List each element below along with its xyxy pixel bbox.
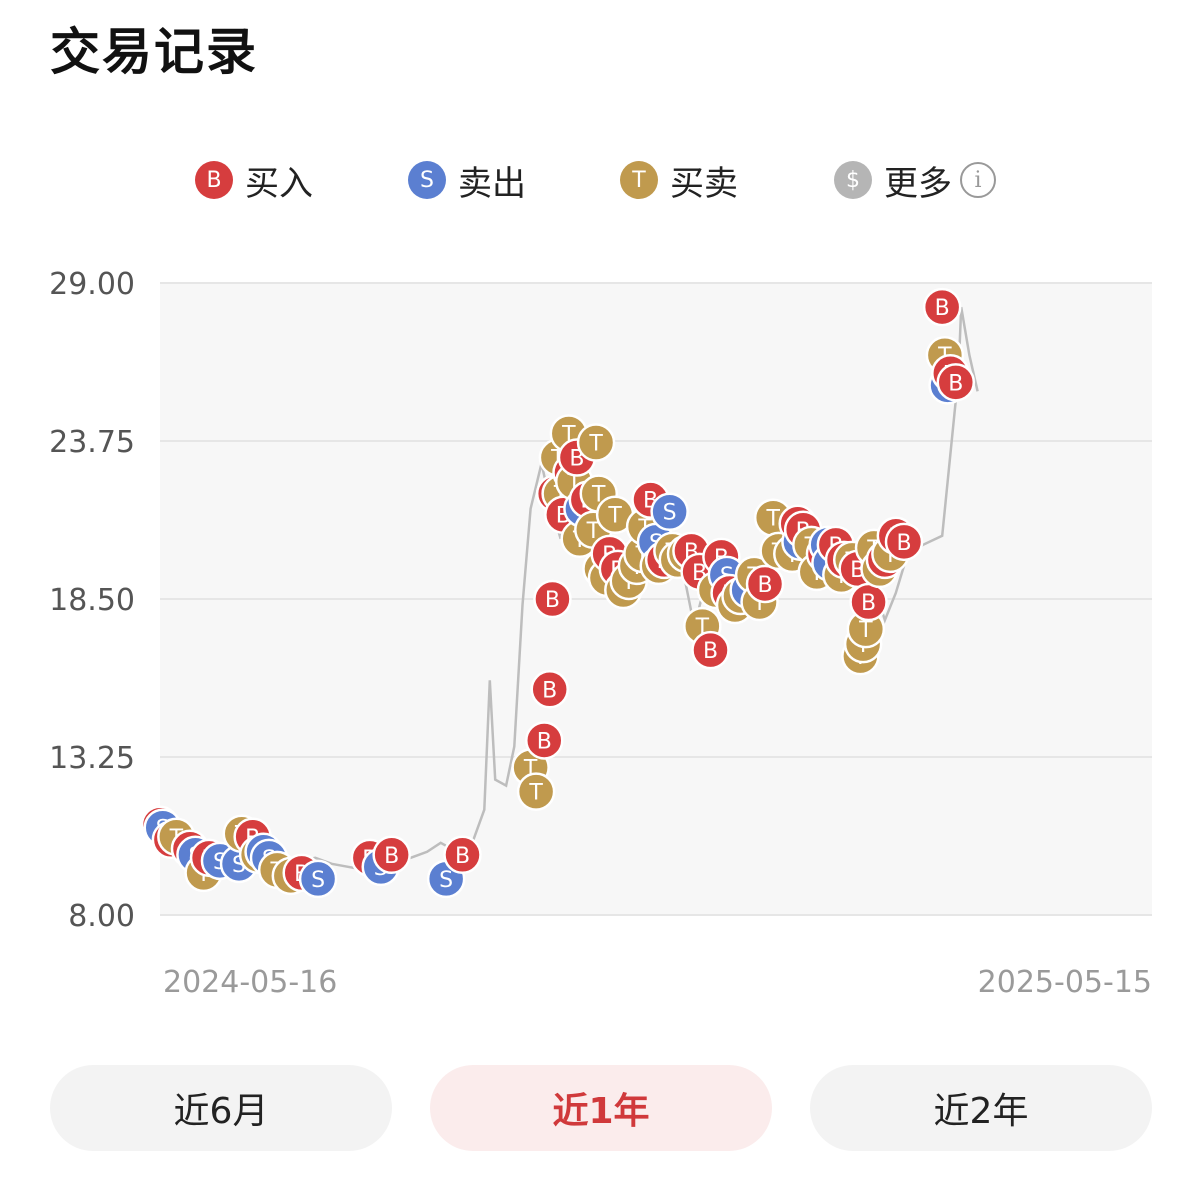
marker-dot bbox=[533, 579, 572, 619]
marker-label: B bbox=[935, 296, 950, 321]
y-tick-label: 23.75 bbox=[49, 425, 135, 460]
marker-dot bbox=[922, 287, 962, 327]
marker-label: B bbox=[384, 844, 399, 869]
legend-label-more: 更多 bbox=[884, 163, 952, 204]
marker-label: B bbox=[861, 591, 876, 616]
marker-label: B bbox=[542, 678, 557, 703]
range-6-months-button[interactable]: 近6月 bbox=[50, 1065, 392, 1151]
marker-dot bbox=[650, 492, 689, 531]
legend-item-buy[interactable]: B 买入 bbox=[195, 150, 313, 210]
marker-dot bbox=[525, 721, 564, 760]
page-title: 交易记录 bbox=[50, 23, 258, 81]
info-icon[interactable]: i bbox=[960, 162, 996, 198]
marker-label: T bbox=[588, 432, 603, 457]
trade-marker-t[interactable]: T bbox=[595, 495, 635, 534]
more-icon: $ bbox=[834, 161, 872, 199]
trade-marker-b[interactable]: B bbox=[530, 670, 569, 709]
legend-item-trade[interactable]: T 买卖 bbox=[620, 150, 738, 210]
marker-dot bbox=[516, 772, 556, 811]
marker-label: B bbox=[948, 371, 963, 396]
trade-chart: 29.00 23.75 18.50 13.25 8.00 2024-05-16 2025-0… bbox=[49, 267, 1152, 1000]
legend-label-buy: 买入 bbox=[245, 163, 313, 204]
trade-marker-t[interactable]: T bbox=[516, 772, 556, 811]
marker-label: T bbox=[858, 618, 873, 643]
trade-marker-b[interactable]: B bbox=[936, 363, 976, 402]
marker-label: T bbox=[586, 519, 601, 544]
range-1-year-button[interactable]: 近1年 bbox=[430, 1065, 772, 1151]
marker-dot bbox=[691, 630, 730, 670]
marker-label: B bbox=[703, 639, 718, 664]
buy-icon: B bbox=[195, 161, 233, 199]
trade-marker-b[interactable]: B bbox=[745, 564, 785, 604]
sell-icon: S bbox=[408, 161, 446, 199]
marker-label: T bbox=[528, 781, 543, 806]
marker-dot bbox=[576, 423, 616, 462]
marker-label: B bbox=[757, 573, 772, 598]
trade-marker-t[interactable]: T bbox=[576, 423, 616, 462]
trade-marker-s[interactable]: S bbox=[298, 859, 338, 899]
legend-label-trade: 买卖 bbox=[670, 163, 738, 204]
marker-label: T bbox=[607, 504, 622, 529]
trade-marker-b[interactable]: B bbox=[849, 582, 888, 622]
legend-item-sell[interactable]: S 卖出 bbox=[408, 150, 526, 210]
y-tick-label: 29.00 bbox=[49, 267, 135, 302]
x-end-label: 2025-05-15 bbox=[978, 965, 1152, 1000]
range-2-years-button[interactable]: 近2年 bbox=[810, 1065, 1152, 1151]
trade-marker-b[interactable]: B bbox=[884, 522, 924, 562]
trade-marker-b[interactable]: B bbox=[443, 835, 482, 875]
marker-label: B bbox=[545, 588, 560, 613]
marker-dot bbox=[298, 859, 338, 899]
trade-marker-b[interactable]: B bbox=[691, 630, 730, 670]
legend-label-sell: 卖出 bbox=[458, 163, 526, 204]
trade-marker-s[interactable]: S bbox=[650, 492, 689, 531]
marker-dot bbox=[884, 522, 924, 562]
y-tick-label: 8.00 bbox=[68, 899, 135, 934]
trade-marker-b[interactable]: B bbox=[372, 835, 411, 875]
y-tick-label: 18.50 bbox=[49, 583, 135, 618]
marker-label: B bbox=[455, 844, 470, 869]
marker-dot bbox=[745, 564, 785, 604]
trade-marker-b[interactable]: B bbox=[533, 579, 572, 619]
marker-dot bbox=[372, 835, 411, 875]
marker-dot bbox=[443, 835, 482, 875]
marker-label: S bbox=[439, 868, 453, 893]
trade-icon: T bbox=[620, 161, 658, 199]
marker-label: S bbox=[311, 868, 325, 893]
marker-label: S bbox=[663, 501, 677, 526]
marker-label: B bbox=[896, 531, 911, 556]
chart-legend: B 买入 S 卖出 T 买卖 $ 更多 i bbox=[0, 150, 1200, 210]
y-tick-label: 13.25 bbox=[49, 741, 135, 776]
trade-marker-b[interactable]: B bbox=[922, 287, 962, 327]
marker-dot bbox=[936, 363, 976, 402]
marker-dot bbox=[530, 670, 569, 709]
marker-label: B bbox=[537, 729, 552, 754]
x-start-label: 2024-05-16 bbox=[163, 965, 337, 1000]
trade-marker-b[interactable]: B bbox=[525, 721, 564, 760]
marker-label: T bbox=[765, 507, 780, 532]
legend-item-more[interactable]: $ 更多 i bbox=[834, 150, 996, 210]
